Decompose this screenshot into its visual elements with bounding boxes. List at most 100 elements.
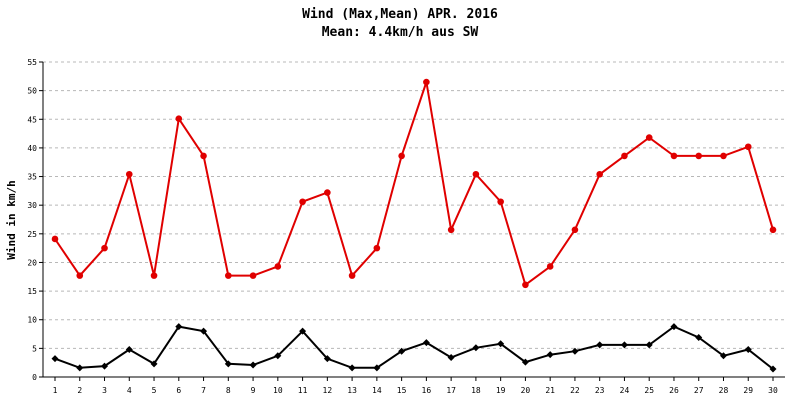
x-tick-label: 3 bbox=[102, 386, 107, 395]
data-point bbox=[546, 351, 554, 359]
y-tick-label: 45 bbox=[27, 115, 37, 124]
data-point bbox=[744, 346, 752, 354]
x-tick-label: 10 bbox=[273, 386, 283, 395]
data-point bbox=[571, 226, 579, 234]
grid-lines bbox=[43, 61, 785, 349]
x-tick-label: 15 bbox=[397, 386, 407, 395]
data-point bbox=[200, 152, 207, 160]
x-tick-label: 27 bbox=[694, 386, 704, 395]
data-point bbox=[175, 323, 183, 331]
data-point bbox=[447, 354, 455, 362]
x-tick-label: 21 bbox=[545, 386, 555, 395]
data-point bbox=[150, 360, 158, 368]
series-line bbox=[54, 81, 774, 287]
data-point bbox=[769, 365, 777, 373]
series-0 bbox=[51, 78, 777, 289]
data-point bbox=[670, 152, 678, 160]
data-point bbox=[274, 263, 282, 270]
y-tick-label: 35 bbox=[27, 173, 37, 182]
data-point bbox=[323, 355, 331, 363]
data-point bbox=[274, 352, 282, 360]
x-tick-label: 7 bbox=[201, 386, 206, 395]
data-point bbox=[373, 244, 381, 252]
data-point bbox=[398, 152, 405, 160]
data-point bbox=[76, 364, 84, 372]
data-point bbox=[695, 333, 703, 341]
x-tick-label: 19 bbox=[496, 386, 506, 395]
data-point bbox=[744, 143, 752, 151]
y-tick-label: 5 bbox=[32, 344, 37, 353]
data-point bbox=[522, 281, 529, 289]
chart-subtitle: Mean: 4.4km/h aus SW bbox=[322, 25, 479, 40]
x-tick-label: 8 bbox=[226, 386, 231, 395]
axes bbox=[39, 61, 785, 381]
x-tick-label: 18 bbox=[471, 386, 481, 395]
x-tick-label: 5 bbox=[152, 386, 157, 395]
data-point bbox=[695, 152, 703, 160]
data-point bbox=[769, 226, 777, 234]
y-tick-label: 40 bbox=[27, 144, 37, 153]
data-point bbox=[51, 355, 59, 363]
y-tick-label: 30 bbox=[27, 201, 37, 210]
x-tick-label: 12 bbox=[323, 386, 333, 395]
x-tick-label: 28 bbox=[719, 386, 729, 395]
series-layer bbox=[51, 78, 777, 373]
x-tick-label: 24 bbox=[620, 386, 630, 395]
y-tick-label: 55 bbox=[27, 58, 37, 67]
x-tick-label: 9 bbox=[251, 386, 256, 395]
data-point bbox=[224, 360, 232, 368]
x-tick-label: 11 bbox=[298, 386, 308, 395]
data-point bbox=[348, 272, 356, 279]
data-point bbox=[645, 341, 653, 349]
y-axis-label: Wind in km/h bbox=[5, 180, 18, 259]
data-point bbox=[249, 272, 257, 279]
data-point bbox=[225, 272, 232, 279]
data-point bbox=[125, 170, 133, 178]
data-point bbox=[101, 244, 108, 252]
x-tick-label: 2 bbox=[77, 386, 82, 395]
x-tick-label: 30 bbox=[768, 386, 778, 395]
data-point bbox=[101, 362, 109, 370]
x-tick-labels: 1 2 3 4 5 6 7 8 9 10 11 12 13 14 15 16 17 18 19 20 21 22 23 24 2… bbox=[53, 386, 778, 395]
data-point bbox=[719, 352, 727, 360]
series-1 bbox=[51, 323, 777, 373]
x-tick-label: 22 bbox=[570, 386, 580, 395]
y-tick-labels: 0 5 10 15 20 25 30 35 40 45 50 55 bbox=[27, 58, 37, 382]
data-point bbox=[670, 323, 678, 331]
data-point bbox=[422, 339, 430, 347]
y-tick-label: 20 bbox=[27, 258, 37, 267]
data-point bbox=[348, 364, 356, 372]
data-point bbox=[373, 364, 381, 372]
x-tick-label: 20 bbox=[521, 386, 531, 395]
data-point bbox=[472, 170, 480, 178]
data-point bbox=[521, 358, 529, 366]
data-point bbox=[596, 341, 604, 349]
data-point bbox=[299, 327, 307, 335]
data-point bbox=[620, 341, 628, 349]
data-point bbox=[175, 115, 183, 122]
data-point bbox=[76, 272, 84, 279]
data-point bbox=[720, 152, 727, 160]
x-tick-label: 14 bbox=[372, 386, 382, 395]
data-point bbox=[472, 344, 480, 352]
x-tick-label: 17 bbox=[446, 386, 456, 395]
x-tick-label: 29 bbox=[743, 386, 753, 395]
data-point bbox=[200, 327, 208, 335]
series-line bbox=[54, 325, 774, 370]
chart-title: Wind (Max,Mean) APR. 2016 bbox=[302, 7, 498, 22]
y-tick-label: 0 bbox=[32, 373, 37, 382]
x-tick-label: 25 bbox=[644, 386, 654, 395]
x-tick-label: 26 bbox=[669, 386, 679, 395]
data-point bbox=[645, 134, 653, 141]
data-point bbox=[398, 347, 406, 355]
data-point bbox=[497, 340, 505, 348]
x-tick-label: 6 bbox=[176, 386, 181, 395]
data-point bbox=[150, 272, 158, 279]
data-point bbox=[447, 226, 455, 234]
data-point bbox=[423, 78, 430, 86]
x-tick-label: 13 bbox=[347, 386, 357, 395]
x-tick-label: 23 bbox=[595, 386, 605, 395]
x-tick-label: 4 bbox=[127, 386, 132, 395]
x-tick-label: 1 bbox=[53, 386, 58, 395]
